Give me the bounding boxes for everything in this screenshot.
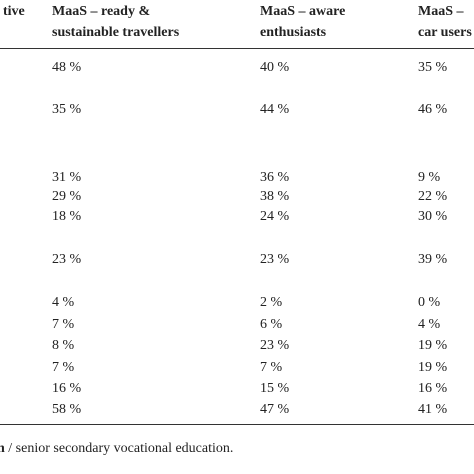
cell: 40 % <box>260 60 290 75</box>
cell: 22 % <box>418 189 448 204</box>
cell: 19 % <box>418 338 448 353</box>
cell: 44 % <box>260 102 290 117</box>
cell: 39 % <box>418 252 448 267</box>
header-cell: tive <box>3 4 25 19</box>
cell: 2 % <box>260 295 283 310</box>
cell: 29 % <box>52 189 82 204</box>
cell: 35 % <box>418 60 448 75</box>
cell: 41 % <box>418 402 448 417</box>
cell: 48 % <box>52 60 82 75</box>
header-cell: car users <box>418 25 472 40</box>
cell: 23 % <box>260 338 290 353</box>
cell: 35 % <box>52 102 82 117</box>
cell: 47 % <box>260 402 290 417</box>
cell: 24 % <box>260 209 290 224</box>
cell: 16 % <box>418 381 448 396</box>
cell: 31 % <box>52 170 82 185</box>
header-cell: MaaS – aware <box>260 4 346 19</box>
cell: 7 % <box>52 317 75 332</box>
cell: 4 % <box>52 295 75 310</box>
cell: 19 % <box>418 360 448 375</box>
cell: 6 % <box>260 317 283 332</box>
cell: 36 % <box>260 170 290 185</box>
header-cell: sustainable travellers <box>52 25 180 40</box>
footnote-text: / senior secondary vocational education. <box>4 441 234 456</box>
cell: 7 % <box>260 360 283 375</box>
cell: 4 % <box>418 317 441 332</box>
cell: 23 % <box>52 252 82 267</box>
bottom-rule <box>0 424 474 425</box>
cell: 15 % <box>260 381 290 396</box>
cell: 0 % <box>418 295 441 310</box>
cell: 9 % <box>418 170 441 185</box>
cell: 23 % <box>260 252 290 267</box>
header-cell: enthusiasts <box>260 25 327 40</box>
cell: 38 % <box>260 189 290 204</box>
cell: 8 % <box>52 338 75 353</box>
header-rule <box>0 48 474 49</box>
cell: 16 % <box>52 381 82 396</box>
cell: 58 % <box>52 402 82 417</box>
cell: 30 % <box>418 209 448 224</box>
footnote-lead: n <box>0 441 5 456</box>
footnote: n / senior secondary vocational educatio… <box>0 441 233 457</box>
cell: 18 % <box>52 209 82 224</box>
cell: 46 % <box>418 102 448 117</box>
header-cell: MaaS – <box>418 4 464 19</box>
header-cell: MaaS – ready & <box>52 4 151 19</box>
cell: 7 % <box>52 360 75 375</box>
